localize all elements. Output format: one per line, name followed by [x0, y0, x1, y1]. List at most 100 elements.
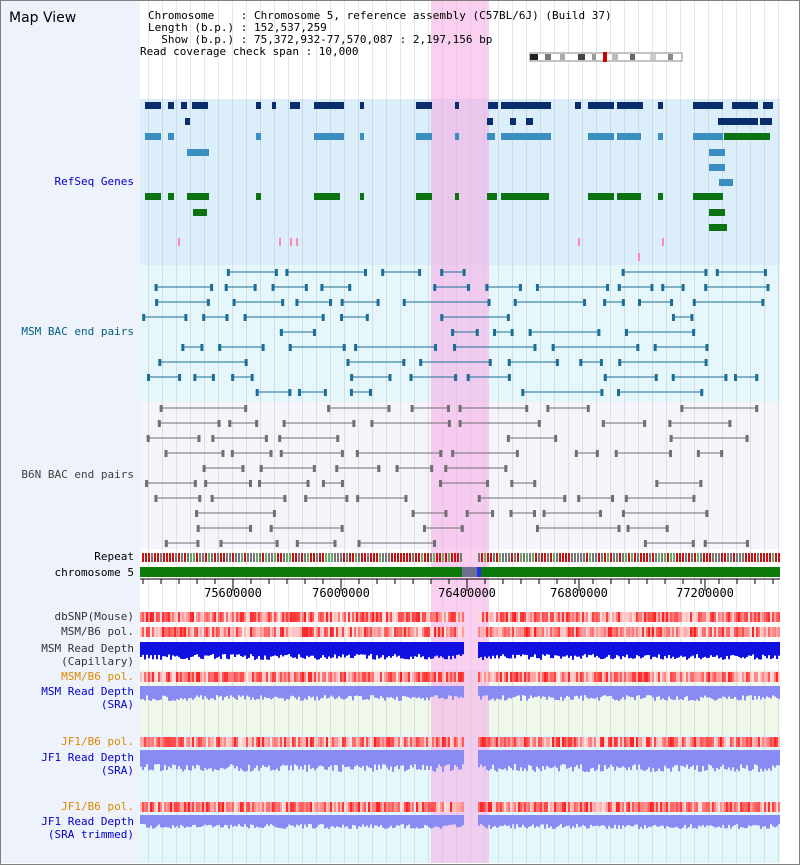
depth-bar [278, 750, 280, 771]
depth-bar [242, 750, 244, 771]
bac-end [145, 480, 149, 487]
bac-end [518, 284, 522, 291]
jf1-depth-sra-label[interactable]: JF1 Read Depth [41, 751, 134, 764]
bac-end [475, 329, 479, 336]
pol-heat-cell [514, 672, 516, 682]
pol-heat-cell [182, 802, 184, 812]
bac-end [295, 299, 299, 306]
pol-heat-cell [696, 802, 698, 812]
depth-bar [368, 686, 370, 700]
depth-bar [480, 686, 482, 700]
pol-heat-cell [714, 737, 716, 747]
pol-heat-cell [776, 672, 778, 682]
pol-heat-cell [148, 737, 150, 747]
bac-end [253, 284, 257, 291]
dbsnp-label[interactable]: dbSNP(Mouse) [54, 610, 134, 623]
msm-depth-sra-label[interactable]: MSM Read Depth [41, 685, 134, 698]
depth-bar [728, 686, 730, 697]
pol-heat-cell [620, 612, 622, 622]
depth-bar [208, 686, 210, 701]
depth-bar [278, 815, 280, 828]
repeat-mark [301, 553, 303, 562]
depth-bar [656, 642, 658, 658]
pol-heat-cell [394, 672, 396, 682]
jf1-pol2-label[interactable]: JF1/B6 pol. [61, 800, 134, 813]
pol-heat-cell [576, 627, 578, 637]
pol-heat-cell [546, 627, 548, 637]
pol-heat-cell [644, 672, 646, 682]
depth-bar [606, 750, 608, 769]
pol-heat-cell [690, 737, 692, 747]
depth-bar [286, 642, 288, 655]
pol-heat-cell [142, 612, 144, 622]
gene-feature [526, 118, 533, 125]
pol-heat-cell [444, 672, 446, 682]
pol-heat-cell [388, 737, 390, 747]
pol-heat-cell [420, 672, 422, 682]
pol-heat-cell [234, 672, 236, 682]
pol-heat-cell [540, 737, 542, 747]
depth-bar [154, 686, 156, 700]
b6n-bac-label[interactable]: B6N BAC end pairs [21, 468, 134, 481]
pol-heat-cell [268, 612, 270, 622]
pol-heat-cell [700, 627, 702, 637]
repeat-mark [592, 553, 594, 562]
depth-bar [550, 750, 552, 769]
jf1-depth-trim-label[interactable]: JF1 Read Depth [41, 815, 134, 828]
depth-bar [700, 686, 702, 697]
msm-bac-label[interactable]: MSM BAC end pairs [21, 325, 134, 338]
jf1-pol-label[interactable]: JF1/B6 pol. [61, 735, 134, 748]
pol-heat-cell [714, 612, 716, 622]
pol-heat-cell [246, 672, 248, 682]
pol-heat-cell [260, 627, 262, 637]
pol-heat-cell [158, 612, 160, 622]
repeat-label[interactable]: Repeat [94, 550, 134, 563]
depth-bar [650, 815, 652, 827]
pol-heat-cell [722, 612, 724, 622]
grid-line [204, 1, 205, 863]
depth-bar [526, 815, 528, 829]
pol-heat-cell [406, 672, 408, 682]
depth-bar [308, 815, 310, 825]
msm-pol-label[interactable]: MSM/B6 pol. [61, 625, 134, 638]
pol-heat-cell [194, 802, 196, 812]
repeat-mark [175, 553, 177, 562]
repeat-mark [772, 553, 774, 562]
repeat-mark [196, 553, 198, 562]
pol-heat-cell [284, 737, 286, 747]
pol-heat-cell [582, 737, 584, 747]
depth-bar [340, 642, 342, 658]
pol-heat-cell [510, 612, 512, 622]
pol-heat-cell [340, 802, 342, 812]
pol-heat-cell [652, 737, 654, 747]
depth-bar [460, 642, 462, 657]
bac-end [433, 284, 437, 291]
pol-heat-cell [514, 612, 516, 622]
depth-bar [436, 750, 438, 769]
depth-bar [682, 686, 684, 700]
pol-heat-cell [664, 612, 666, 622]
pol-heat-cell [582, 612, 584, 622]
bac-end [210, 495, 214, 502]
pol-heat-cell [548, 802, 550, 812]
pol-heat-cell [246, 737, 248, 747]
repeat-mark [367, 553, 369, 562]
bac-end [274, 269, 278, 276]
pol-heat-cell [324, 627, 326, 637]
msm-depth-capillary-label[interactable]: MSM Read Depth [41, 642, 134, 655]
depth-bar [490, 750, 492, 769]
bac-end [506, 435, 510, 442]
selected-region-highlight[interactable] [431, 1, 489, 863]
pol-heat-cell [516, 737, 518, 747]
pol-heat-cell [572, 737, 574, 747]
depth-bar [252, 815, 254, 826]
msm-pol2-label[interactable]: MSM/B6 pol. [61, 670, 134, 683]
refseq-genes-label[interactable]: RefSeq Genes [54, 175, 134, 188]
pol-heat-cell [222, 672, 224, 682]
pol-heat-cell [388, 672, 390, 682]
pol-heat-cell [496, 672, 498, 682]
depth-bar [636, 815, 638, 825]
pol-heat-cell [406, 612, 408, 622]
pol-heat-cell [286, 737, 288, 747]
